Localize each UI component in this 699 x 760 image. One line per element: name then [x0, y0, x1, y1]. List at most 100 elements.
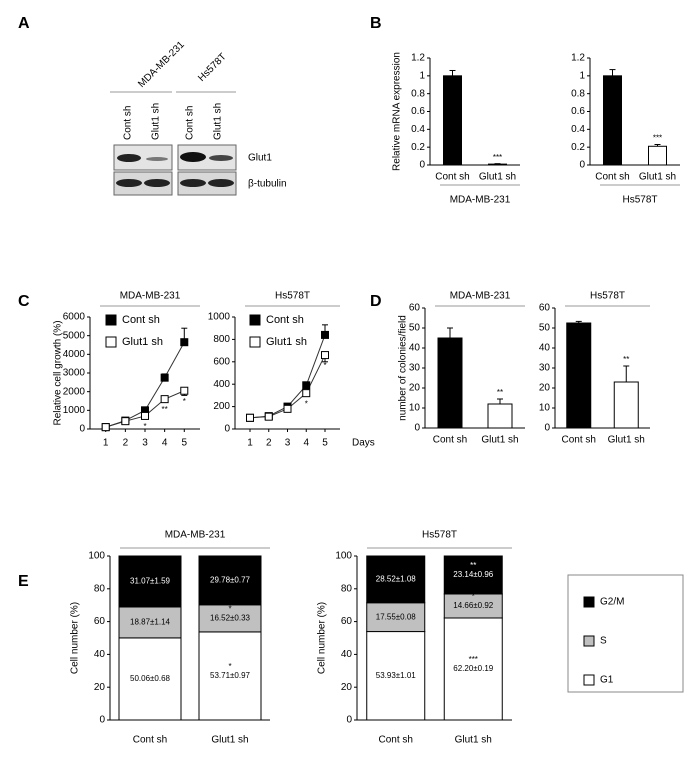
- chart-title: Hs578T: [275, 291, 310, 302]
- legend-marker: [583, 674, 595, 686]
- y-tick-label: 0.8: [571, 88, 585, 99]
- x-tick-label: 5: [182, 438, 188, 449]
- y-tick-label: 80: [341, 583, 353, 594]
- y-tick-label: 20: [539, 383, 551, 394]
- y-tick-label: 60: [539, 303, 551, 314]
- significance: ***: [493, 153, 502, 162]
- significance: ***: [469, 655, 478, 664]
- x-tick-label: 4: [303, 438, 309, 449]
- y-tick-label: 50: [539, 323, 551, 334]
- y-tick-label: 6000: [63, 312, 86, 323]
- y-tick-label: 0.4: [411, 124, 425, 135]
- marker: [246, 413, 254, 422]
- chart-title: Hs578T: [622, 195, 657, 206]
- legend-marker: [249, 314, 261, 326]
- x-tick-label: Cont sh: [562, 435, 596, 446]
- lane-label: Cont sh: [123, 106, 134, 140]
- y-tick-label: 60: [409, 303, 421, 314]
- significance: **: [623, 355, 629, 364]
- band: [180, 179, 206, 187]
- y-tick-label: 60: [341, 616, 353, 627]
- marker: [302, 389, 311, 398]
- x-tick-label: 5: [322, 438, 328, 449]
- chart-title: MDA-MB-231: [450, 195, 511, 206]
- x-tick-label: 3: [285, 438, 291, 449]
- legend-marker: [583, 635, 595, 647]
- y-tick-label: 10: [409, 403, 421, 414]
- value-label: 14.66±0.92: [453, 601, 494, 610]
- marker: [283, 404, 292, 413]
- y-tick-label: 0.8: [411, 88, 425, 99]
- y-tick-label: 20: [94, 682, 106, 693]
- panel-letter: D: [370, 293, 382, 310]
- legend-label: Cont sh: [266, 314, 304, 326]
- band: [117, 154, 141, 162]
- value-label: 16.52±0.33: [210, 613, 251, 622]
- chart-title: Hs578T: [422, 530, 457, 541]
- significance: *: [305, 399, 308, 408]
- bar-segment: [118, 637, 182, 721]
- x-tick-label: Cont sh: [435, 172, 469, 183]
- chart-title: MDA-MB-231: [165, 530, 226, 541]
- band: [208, 179, 234, 187]
- lane-label: Glut1 sh: [213, 103, 224, 140]
- protein-label: β-tubulin: [248, 179, 287, 190]
- value-label: 17.55±0.08: [376, 612, 417, 621]
- y-tick-label: 0: [419, 160, 425, 171]
- chart-title: MDA-MB-231: [120, 291, 181, 302]
- chart-title: MDA-MB-231: [450, 291, 511, 302]
- bar-segment: [366, 555, 426, 604]
- significance: **: [470, 561, 476, 570]
- y-tick-label: 0: [414, 423, 420, 434]
- value-label: 53.93±1.01: [376, 671, 417, 680]
- y-tick-label: 1.2: [571, 53, 585, 64]
- y-tick-label: 2000: [63, 386, 86, 397]
- marker: [141, 411, 149, 420]
- y-tick-label: 10: [539, 403, 551, 414]
- significance: **: [497, 388, 503, 397]
- y-tick-label: 80: [94, 583, 106, 594]
- x-tick-label: Glut1 sh: [481, 435, 518, 446]
- value-label: 23.14±0.96: [453, 570, 494, 579]
- marker: [321, 330, 329, 339]
- significance: *: [228, 662, 231, 671]
- bar-segment: [198, 604, 262, 633]
- cell-line-label: Hs578T: [196, 51, 229, 84]
- bar: [613, 381, 639, 429]
- bar: [487, 403, 513, 429]
- x-tick-label: 1: [247, 438, 253, 449]
- x-tick-label: Glut1 sh: [455, 735, 492, 746]
- y-tick-label: 100: [88, 551, 105, 562]
- legend-marker: [249, 336, 261, 348]
- marker: [264, 412, 273, 421]
- bar-segment: [443, 555, 503, 595]
- value-label: 18.87±1.14: [130, 618, 171, 627]
- marker: [180, 338, 189, 347]
- bar-segment: [118, 606, 182, 639]
- y-tick-label: 1: [419, 70, 425, 81]
- marker: [101, 423, 110, 432]
- legend-label: Cont sh: [122, 314, 160, 326]
- y-tick-label: 0.6: [571, 106, 585, 117]
- x-tick-label: 1: [103, 438, 109, 449]
- panel-letter: C: [18, 293, 30, 310]
- y-tick-label: 5000: [63, 330, 86, 341]
- significance: *: [472, 592, 475, 601]
- x-tick-label: Glut1 sh: [211, 735, 248, 746]
- legend-label: G2/M: [600, 597, 624, 608]
- x-tick-label: Glut1 sh: [639, 172, 676, 183]
- chart-title: Hs578T: [590, 291, 625, 302]
- x-tick-label: 4: [162, 438, 168, 449]
- bar: [443, 75, 462, 166]
- bar: [488, 163, 507, 166]
- y-axis-label: Relative mRNA expression: [392, 52, 403, 171]
- band: [116, 179, 142, 187]
- y-tick-label: 100: [335, 551, 352, 562]
- bar-segment: [198, 631, 262, 721]
- lane-label: Cont sh: [185, 106, 196, 140]
- y-tick-label: 40: [409, 343, 421, 354]
- bar-segment: [366, 631, 426, 721]
- x-tick-label: Glut1 sh: [479, 172, 516, 183]
- bar-segment: [118, 555, 182, 608]
